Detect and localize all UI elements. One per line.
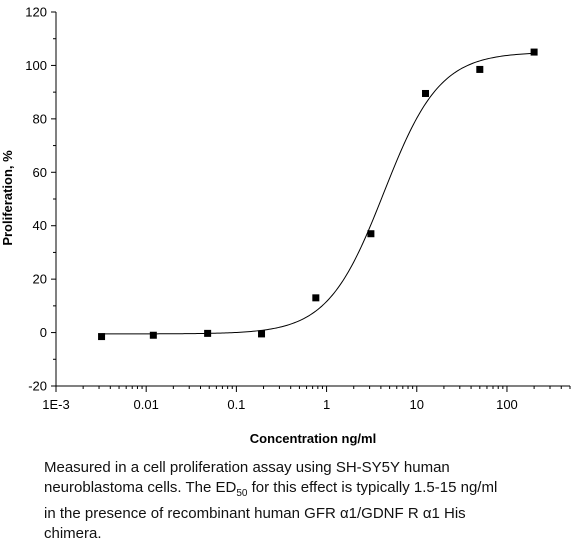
y-axis-title: Proliferation, % bbox=[0, 150, 15, 246]
proliferation-chart: -20 0 20 40 60 80 100 120 1E-3 0.01 0.1 1 10 100 Con… bbox=[0, 5, 571, 446]
x-tick-label: 10 bbox=[410, 397, 424, 412]
x-tick-label: 1E-3 bbox=[42, 397, 69, 412]
x-tick-label: 0.01 bbox=[134, 397, 159, 412]
y-tick-label: 80 bbox=[33, 111, 47, 126]
caption-line-1: Measured in a cell proliferation assay u… bbox=[44, 459, 450, 476]
x-axis-ticks: 1E-3 0.01 0.1 1 10 100 bbox=[42, 386, 571, 412]
data-point bbox=[422, 89, 430, 97]
caption-line-3: in the presence of recombinant human GFR… bbox=[44, 505, 466, 522]
y-tick-label: -20 bbox=[28, 379, 47, 394]
fit-curve bbox=[101, 52, 535, 335]
data-point bbox=[204, 329, 212, 337]
y-tick-label: 20 bbox=[33, 272, 47, 287]
data-point bbox=[98, 333, 106, 341]
data-points bbox=[98, 48, 538, 341]
x-tick-label: 1 bbox=[323, 397, 330, 412]
caption-line-2-start: neuroblastoma cells. The ED bbox=[44, 479, 237, 496]
caption-line-4: chimera. bbox=[44, 525, 102, 542]
axes bbox=[55, 12, 570, 387]
x-axis-title: Concentration ng/ml bbox=[250, 431, 376, 446]
data-point bbox=[312, 294, 320, 302]
x-tick-label: 0.1 bbox=[227, 397, 245, 412]
data-point bbox=[149, 331, 157, 339]
y-tick-label: 100 bbox=[25, 58, 47, 73]
y-tick-label: 0 bbox=[40, 325, 47, 340]
y-axis-ticks: -20 0 20 40 60 80 100 120 bbox=[25, 5, 56, 394]
y-tick-label: 40 bbox=[33, 218, 47, 233]
figure-caption: Measured in a cell proliferation assay u… bbox=[44, 458, 584, 544]
caption-subscript: 50 bbox=[236, 488, 248, 499]
data-point bbox=[367, 230, 375, 238]
y-tick-label: 120 bbox=[25, 5, 47, 20]
caption-line-2-end: for this effect is typically 1.5-15 ng/m… bbox=[247, 479, 498, 496]
data-point bbox=[530, 48, 538, 56]
data-point bbox=[258, 330, 266, 338]
y-tick-label: 60 bbox=[33, 165, 47, 180]
data-point bbox=[476, 65, 484, 73]
x-tick-label: 100 bbox=[496, 397, 518, 412]
